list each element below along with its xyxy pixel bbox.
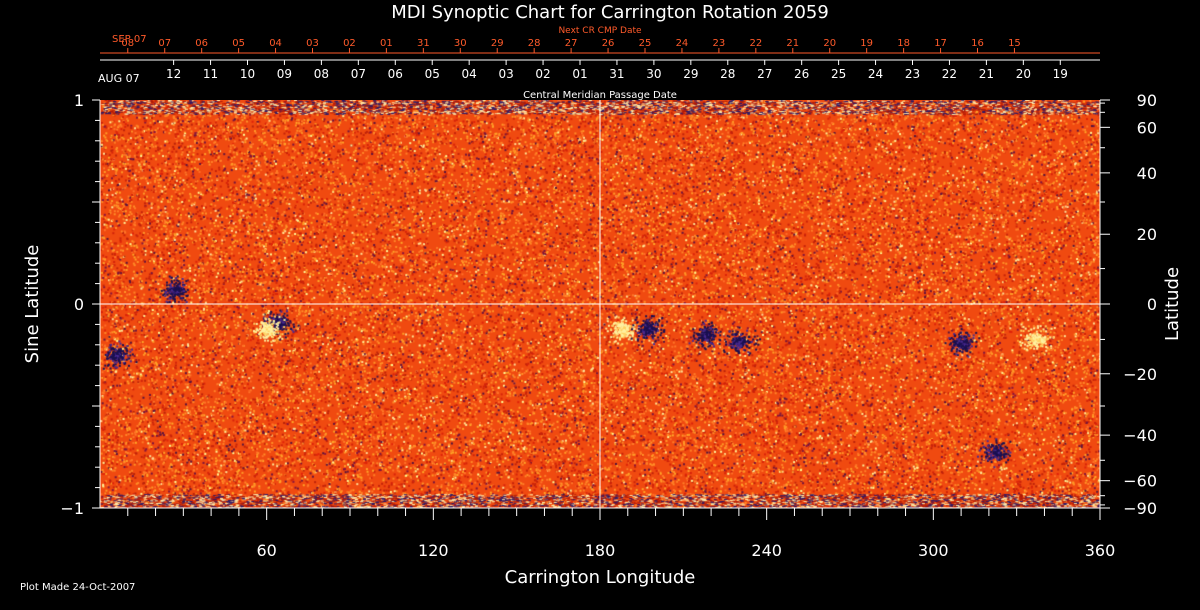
cmp-tick-label: 02 <box>535 67 550 81</box>
cmp-tick-label: 05 <box>425 67 440 81</box>
next-cr-tick-label: 25 <box>639 38 652 49</box>
cmp-tick-label: 27 <box>757 67 772 81</box>
y-left-tick-label: −1 <box>60 499 84 518</box>
next-cr-ticks: 08 07 06 05 04 03 02 01 31 30 29 28 27 26 25 24 23 22 21 20… <box>121 38 1021 53</box>
next-cr-tick-label: 16 <box>971 38 984 49</box>
cmp-axis-title: Central Meridian Passage Date <box>523 90 677 101</box>
next-cr-tick-label: 22 <box>749 38 762 49</box>
next-cr-tick-label: 24 <box>676 38 689 49</box>
y-axis-label-right: Latitude <box>1162 267 1183 341</box>
y-right-tick-label: −60 <box>1123 472 1157 491</box>
cmp-tick-label: 21 <box>979 67 994 81</box>
y-right-tick-label: 20 <box>1137 225 1157 244</box>
next-cr-tick-label: 07 <box>158 38 171 49</box>
y-left-tick-label: 0 <box>74 295 84 314</box>
chart-title: MDI Synoptic Chart for Carrington Rotati… <box>391 2 829 23</box>
plot-made-date: Plot Made 24-Oct-2007 <box>20 582 135 593</box>
next-cr-tick-label: 18 <box>897 38 910 49</box>
next-cr-tick-label: 21 <box>786 38 799 49</box>
y-right-tick-label: 0 <box>1147 295 1157 314</box>
x-tick-label: 120 <box>418 541 449 560</box>
next-cr-tick-label: 30 <box>454 38 467 49</box>
next-cr-axis-title: Next CR CMP Date <box>558 26 642 36</box>
next-cr-tick-label: 03 <box>306 38 319 49</box>
y-right-tick-label: 60 <box>1137 118 1157 137</box>
x-axis: 60 120 180 240 300 360 <box>127 508 1116 560</box>
crosshair <box>100 100 1100 508</box>
next-cr-tick-label: 06 <box>195 38 208 49</box>
next-cr-tick-label: 23 <box>713 38 726 49</box>
next-cr-tick-label: 17 <box>934 38 947 49</box>
y-right-tick-label: 90 <box>1137 91 1157 110</box>
cmp-tick-label: 07 <box>351 67 366 81</box>
y-axis-left: 1 0 −1 <box>60 91 100 518</box>
x-tick-label: 60 <box>256 541 276 560</box>
cmp-tick-label: 01 <box>572 67 587 81</box>
x-tick-label: 300 <box>918 541 949 560</box>
top-date-axes: 08 07 06 05 04 03 02 01 31 30 29 28 27 26 25 24 23 22 21 20… <box>100 38 1100 81</box>
cmp-tick-label: 04 <box>462 67 477 81</box>
x-tick-label: 240 <box>751 541 782 560</box>
cmp-tick-label: 22 <box>942 67 957 81</box>
next-cr-tick-label: 01 <box>380 38 393 49</box>
next-cr-tick-label: 26 <box>602 38 615 49</box>
y-right-tick-label: −90 <box>1123 499 1157 518</box>
cmp-tick-label: 26 <box>794 67 809 81</box>
next-cr-tick-label: 20 <box>823 38 836 49</box>
y-right-tick-label: −40 <box>1123 426 1157 445</box>
y-axis-label-left: Sine Latitude <box>22 245 43 364</box>
cmp-tick-label: 10 <box>240 67 255 81</box>
cmp-tick-label: 12 <box>166 67 181 81</box>
cmp-tick-label: 23 <box>905 67 920 81</box>
next-cr-tick-label: 31 <box>417 38 430 49</box>
cmp-tick-label: 19 <box>1053 67 1068 81</box>
cmp-ticks: 12 11 10 09 08 07 06 05 04 03 02 01 31 30 29 28 27 26 25 24… <box>166 60 1068 81</box>
cmp-month-label: AUG 07 <box>98 72 140 85</box>
x-tick-label: 180 <box>585 541 616 560</box>
x-axis-label: Carrington Longitude <box>505 567 696 588</box>
next-cr-tick-label: 08 <box>121 38 134 49</box>
cmp-tick-label: 29 <box>683 67 698 81</box>
next-cr-tick-label: 29 <box>491 38 504 49</box>
next-cr-month-label: SEP 07 <box>112 34 147 45</box>
next-cr-tick-label: 04 <box>269 38 282 49</box>
cmp-tick-label: 30 <box>646 67 661 81</box>
next-cr-tick-label: 27 <box>565 38 578 49</box>
cmp-tick-label: 08 <box>314 67 329 81</box>
x-tick-label: 360 <box>1085 541 1116 560</box>
cmp-tick-label: 11 <box>203 67 218 81</box>
y-right-tick-label: −20 <box>1123 365 1157 384</box>
next-cr-tick-label: 15 <box>1008 38 1021 49</box>
y-axis-right: 90 60 40 20 0 −20 −40 −60 −90 <box>1100 91 1157 518</box>
cmp-tick-label: 06 <box>388 67 403 81</box>
cmp-tick-label: 09 <box>277 67 292 81</box>
next-cr-tick-label: 28 <box>528 38 541 49</box>
cmp-tick-label: 24 <box>868 67 883 81</box>
cmp-tick-label: 28 <box>720 67 735 81</box>
y-right-tick-label: 40 <box>1137 164 1157 183</box>
next-cr-tick-label: 05 <box>232 38 245 49</box>
cmp-tick-label: 20 <box>1016 67 1031 81</box>
cmp-tick-label: 25 <box>831 67 846 81</box>
y-left-tick-label: 1 <box>74 91 84 110</box>
next-cr-tick-label: 02 <box>343 38 356 49</box>
next-cr-tick-label: 19 <box>860 38 873 49</box>
cmp-tick-label: 31 <box>609 67 624 81</box>
cmp-tick-label: 03 <box>498 67 513 81</box>
